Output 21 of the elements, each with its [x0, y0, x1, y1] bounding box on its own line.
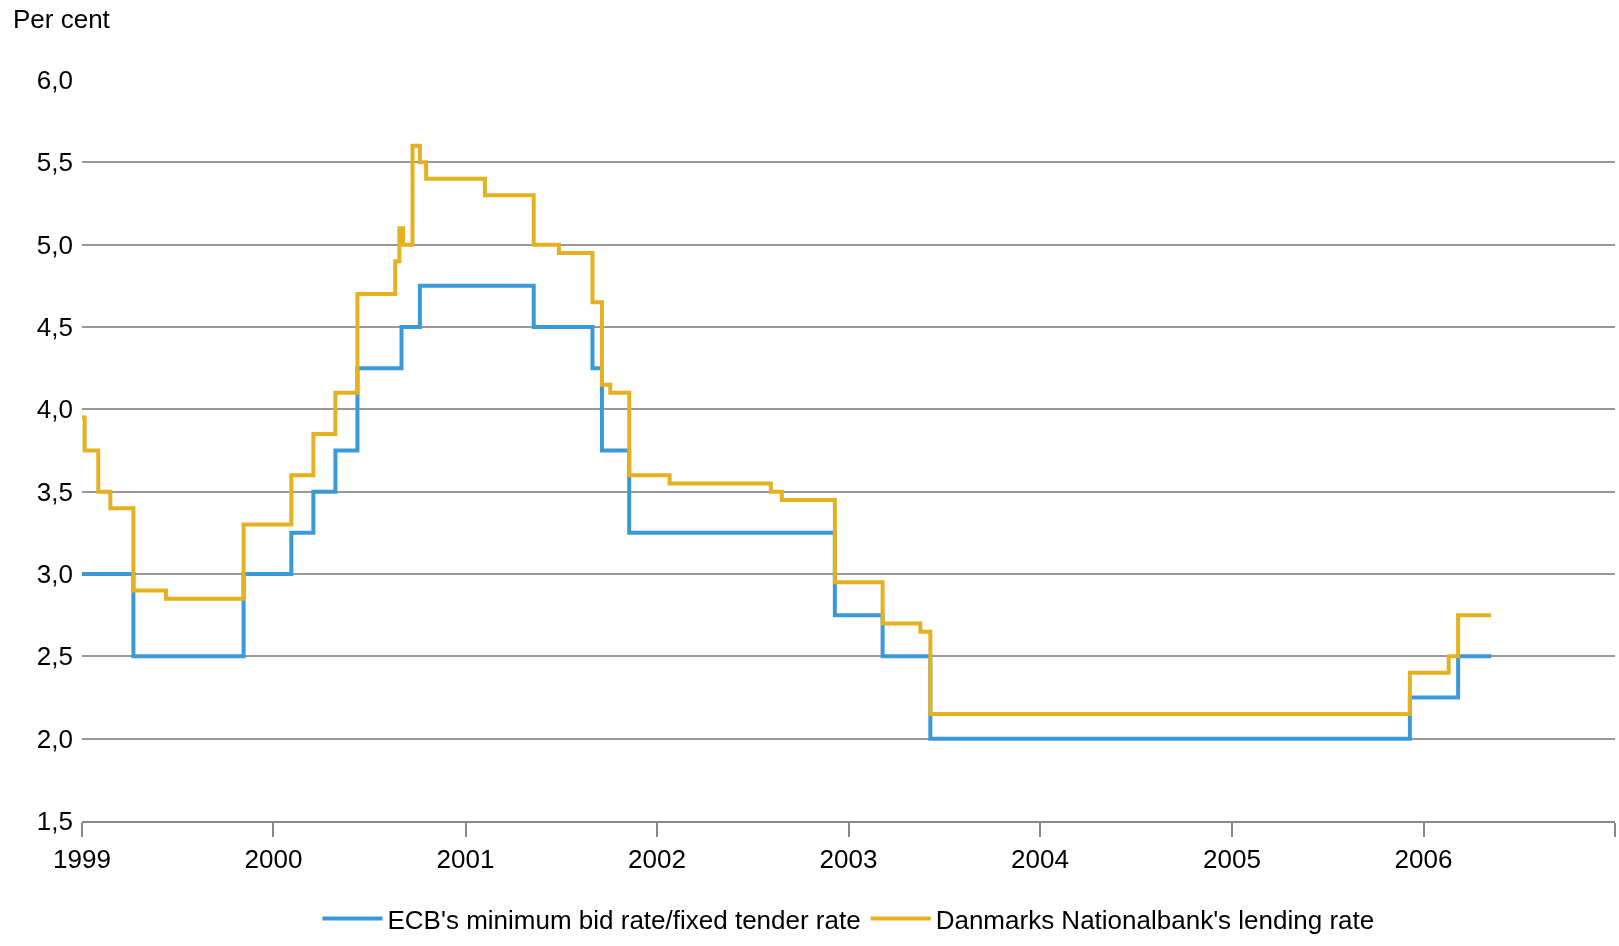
y-tick-label: 5,5	[36, 147, 73, 178]
y-tick-label: 3,0	[36, 559, 73, 590]
x-tick-label: 2005	[1203, 844, 1261, 875]
y-tick-label: 2,0	[36, 723, 73, 754]
y-tick-label: 4,0	[36, 394, 73, 425]
x-tick-label: 2003	[819, 844, 878, 875]
y-tick-label: 5,0	[36, 229, 73, 260]
legend-label: ECB's minimum bid rate/fixed tender rate	[387, 904, 861, 935]
y-tick-label: 2,5	[36, 641, 73, 672]
x-tick-label: 1999	[53, 844, 111, 875]
y-axis-title: Per cent	[13, 4, 111, 34]
x-tick-label: 2004	[1011, 844, 1069, 875]
y-tick-label: 4,5	[36, 312, 73, 343]
x-tick-label: 2001	[436, 844, 495, 875]
y-tick-label: 1,5	[36, 806, 73, 837]
y-tick-label: 6,0	[36, 65, 73, 96]
x-tick-label: 2006	[1394, 844, 1453, 875]
x-tick-label: 2000	[244, 844, 303, 875]
y-tick-label: 3,5	[36, 476, 73, 507]
x-tick-label: 2002	[628, 844, 686, 875]
legend-label: Danmarks Nationalbank's lending rate	[935, 904, 1375, 935]
